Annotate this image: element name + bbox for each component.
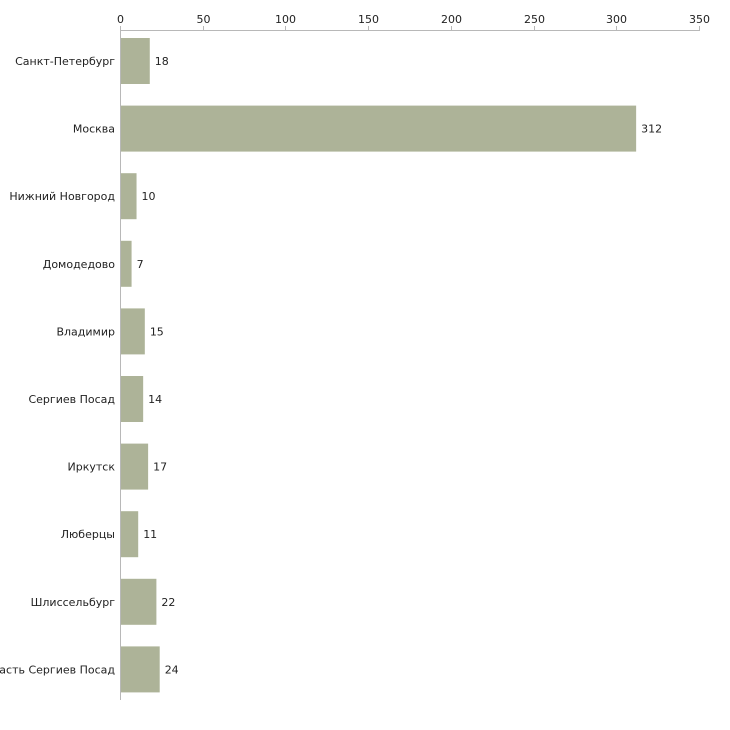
data-label: 11 — [143, 528, 157, 541]
bar — [121, 646, 160, 693]
bar — [121, 173, 137, 220]
data-label: 312 — [641, 123, 662, 136]
labels-group: Санкт-Петербург 18 Москва 312 Нижний Новгоро… — [0, 55, 662, 676]
x-tick-label: 50 — [197, 13, 211, 26]
x-tick-label: 0 — [117, 13, 124, 26]
bar — [121, 511, 139, 558]
category-label: Санкт-Петербург — [15, 55, 115, 68]
data-label: 17 — [153, 461, 167, 474]
x-tick-label: 250 — [524, 13, 545, 26]
category-label: Шлиссельбург — [31, 596, 116, 609]
category-label: Нижний Новгород — [9, 190, 115, 203]
category-label: Сергиев Посад — [28, 393, 115, 406]
bar — [121, 38, 150, 84]
x-tick-label: 150 — [358, 13, 379, 26]
x-axis-ticks: 0 50 100 150 200 250 300 350 — [117, 13, 710, 30]
x-tick-label: 200 — [441, 13, 462, 26]
data-label: 14 — [148, 393, 162, 406]
bar — [121, 376, 144, 422]
bar — [121, 308, 145, 355]
data-label: 7 — [137, 258, 144, 271]
bars-group — [121, 38, 637, 693]
category-label: Иркутск — [68, 461, 116, 474]
category-label: Домодедово — [43, 258, 116, 271]
bar — [121, 240, 132, 287]
data-label: 18 — [155, 55, 169, 68]
x-tick-label: 300 — [606, 13, 627, 26]
data-label: 10 — [142, 190, 156, 203]
data-label: 22 — [161, 596, 175, 609]
x-tick-label: 350 — [689, 13, 710, 26]
data-label: 15 — [150, 325, 164, 338]
bar — [121, 105, 637, 152]
data-label: 24 — [165, 663, 179, 676]
x-tick-label: 100 — [275, 13, 296, 26]
category-label: ласть Сергиев Посад — [0, 663, 115, 676]
category-label: Владимир — [56, 325, 115, 338]
bar — [121, 443, 149, 490]
bar — [121, 578, 157, 625]
category-label: Москва — [73, 123, 115, 136]
category-label: Люберцы — [61, 528, 115, 541]
